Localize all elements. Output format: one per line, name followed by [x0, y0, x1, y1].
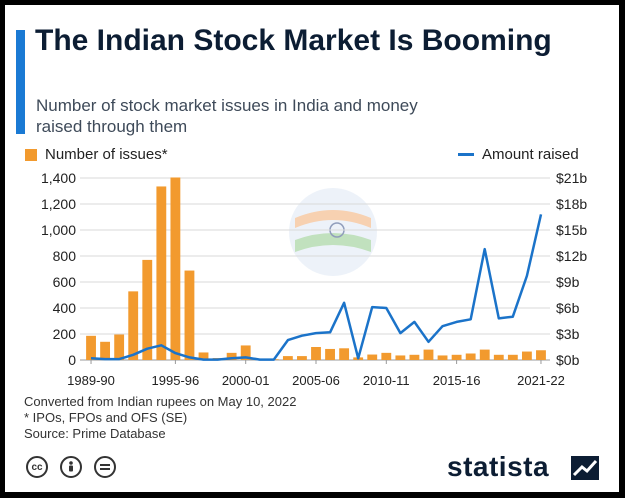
- right-tick-label: $3b: [556, 326, 580, 342]
- bar-2000-01: [240, 345, 251, 360]
- flag-saffron: [295, 210, 371, 228]
- left-tick-label: 1,000: [41, 222, 76, 238]
- bar-1992-93: [128, 291, 139, 360]
- left-tick-label: 800: [53, 248, 77, 264]
- bar-2006-07: [325, 348, 335, 360]
- right-tick-label: $6b: [556, 300, 580, 316]
- bar-2021-22: [536, 350, 546, 360]
- left-tick-label: 0: [68, 352, 76, 368]
- chart-subtitle: Number of stock market issues in India a…: [36, 96, 418, 136]
- bar-2009-10: [367, 354, 378, 360]
- right-tick-label: $21b: [556, 170, 587, 186]
- note-footnote: * IPOs, FPOs and OFS (SE): [24, 410, 188, 425]
- bar-1989-90: [86, 335, 96, 360]
- x-tick-label: 2005-06: [292, 373, 340, 388]
- x-tick-label: 2015-16: [433, 373, 481, 388]
- left-tick-label: 1,400: [41, 170, 76, 186]
- bar-2014-15: [437, 355, 448, 360]
- right-tick-label: $18b: [556, 196, 587, 212]
- left-tick-label: 600: [53, 274, 77, 290]
- note-conversion: Converted from Indian rupees on May 10, …: [24, 394, 297, 409]
- person-icon[interactable]: [60, 456, 82, 478]
- right-tick-label: $12b: [556, 248, 587, 264]
- bar-2015-16: [451, 354, 462, 360]
- bar-1990-91: [100, 341, 111, 360]
- bar-2013-14: [423, 349, 434, 360]
- legend-line-label: Amount raised: [482, 146, 579, 163]
- bar-1996-97: [184, 270, 195, 360]
- bar-1991-92: [114, 334, 125, 360]
- bar-1999-00: [226, 352, 237, 360]
- legend-line-swatch: [458, 153, 474, 156]
- bar-2011-12: [395, 355, 406, 360]
- legend-bar-swatch: [25, 148, 37, 161]
- bar-2004-05: [297, 356, 307, 360]
- x-tick-label: 2000-01: [222, 373, 270, 388]
- statista-brand[interactable]: statista: [447, 451, 550, 482]
- bar-2020-21: [521, 351, 532, 360]
- right-tick-label: $0b: [556, 352, 580, 368]
- x-tick-label: 1989-90: [67, 373, 115, 388]
- india-flag-icon: [289, 188, 377, 276]
- bar-2012-13: [409, 354, 420, 360]
- chart-area: 0 200 400 600 800 1,000 1,200 1,400 $0b $3b $6b $9b…: [41, 170, 587, 388]
- bar-2018-19: [493, 354, 504, 360]
- bar-2007-08: [339, 348, 350, 360]
- title-accent-bar: [16, 30, 25, 134]
- legend-bars-label: Number of issues*: [45, 146, 168, 163]
- bar-2005-06: [311, 347, 321, 360]
- x-tick-label: 2021-22: [517, 373, 565, 388]
- right-tick-label: $9b: [556, 274, 580, 290]
- x-tick-label: 2010-11: [363, 373, 410, 388]
- bar-2017-18: [479, 349, 490, 360]
- legend-line: Amount raised: [458, 146, 579, 163]
- equals-icon[interactable]: [94, 456, 116, 478]
- chart-title: The Indian Stock Market Is Booming: [35, 24, 552, 57]
- left-tick-label: 1,200: [41, 196, 76, 212]
- chart-notes: Converted from Indian rupees on May 10, …: [24, 394, 296, 442]
- right-tick-label: $15b: [556, 222, 587, 238]
- bar-2016-17: [465, 353, 476, 360]
- bar-2003-04: [282, 356, 293, 360]
- flag-glow: [289, 188, 377, 276]
- bar-1995-96: [170, 177, 181, 360]
- left-tick-label: 200: [53, 326, 77, 342]
- bar-2019-20: [507, 354, 518, 360]
- amount-raised-line: [90, 214, 543, 361]
- bar-1993-94: [142, 259, 153, 360]
- x-tick-label: 1995-96: [152, 373, 200, 388]
- bar-2010-11: [381, 352, 392, 360]
- statista-logo-icon: [571, 456, 599, 480]
- bar-1994-95: [156, 186, 167, 360]
- flag-green: [295, 233, 371, 252]
- cc-icon[interactable]: cc: [26, 456, 48, 478]
- bar-1997-98: [198, 352, 209, 360]
- left-tick-label: 400: [53, 300, 77, 316]
- note-source: Source: Prime Database: [24, 426, 166, 441]
- legend-bars: Number of issues*: [25, 146, 168, 163]
